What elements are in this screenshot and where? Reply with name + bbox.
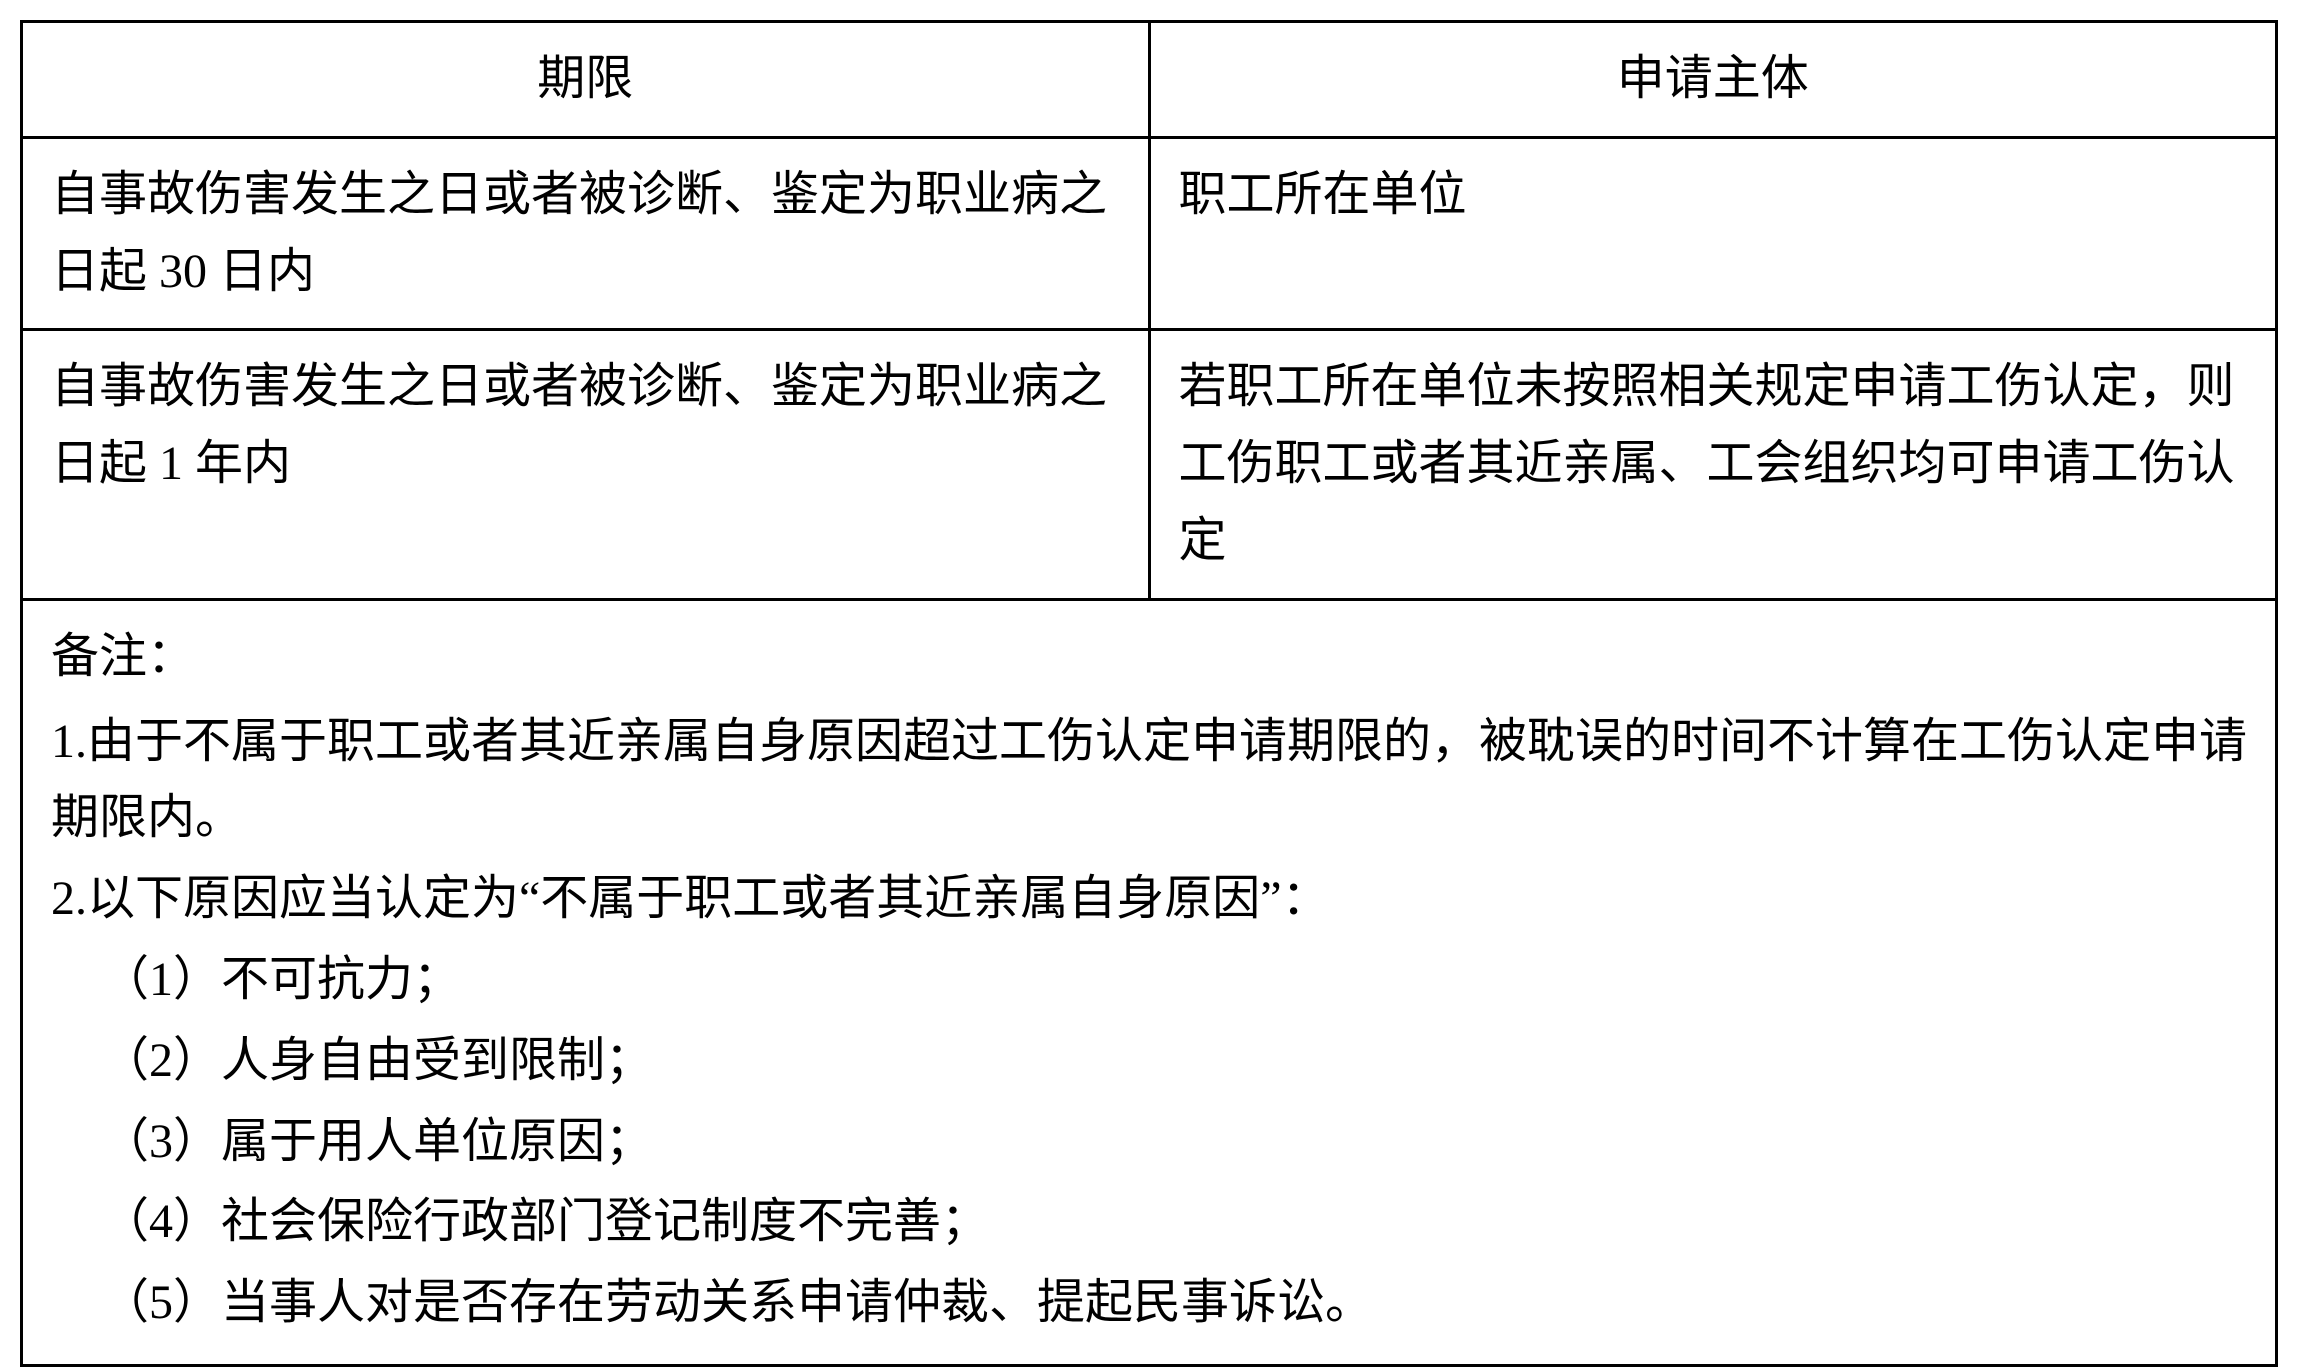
note-item-1: 1.由于不属于职工或者其近亲属自身原因超过工伤认定申请期限的，被耽误的时间不计算… — [51, 704, 2247, 858]
table-notes-row: 备注： 1.由于不属于职工或者其近亲属自身原因超过工伤认定申请期限的，被耽误的时… — [22, 599, 2277, 1365]
sub-item-5: （5）当事人对是否存在劳动关系申请仲裁、提起民事诉讼。 — [51, 1265, 2247, 1342]
sub-item-4: （4）社会保险行政部门登记制度不完善； — [51, 1184, 2247, 1261]
cell-deadline-1year: 自事故伤害发生之日或者被诊断、鉴定为职业病之日起 1 年内 — [22, 330, 1150, 599]
application-table: 期限 申请主体 自事故伤害发生之日或者被诊断、鉴定为职业病之日起 30 日内 职… — [20, 20, 2278, 1367]
header-applicant: 申请主体 — [1149, 22, 2277, 138]
notes-cell: 备注： 1.由于不属于职工或者其近亲属自身原因超过工伤认定申请期限的，被耽误的时… — [22, 599, 2277, 1365]
table-row: 自事故伤害发生之日或者被诊断、鉴定为职业病之日起 30 日内 职工所在单位 — [22, 137, 2277, 330]
notes-title: 备注： — [51, 619, 2247, 696]
note-item-2: 2.以下原因应当认定为“不属于职工或者其近亲属自身原因”： — [51, 861, 2247, 938]
cell-deadline-30days: 自事故伤害发生之日或者被诊断、鉴定为职业病之日起 30 日内 — [22, 137, 1150, 330]
header-deadline: 期限 — [22, 22, 1150, 138]
sub-item-3: （3）属于用人单位原因； — [51, 1104, 2247, 1181]
table-header-row: 期限 申请主体 — [22, 22, 2277, 138]
cell-applicant-others: 若职工所在单位未按照相关规定申请工伤认定，则工伤职工或者其近亲属、工会组织均可申… — [1149, 330, 2277, 599]
cell-applicant-employer: 职工所在单位 — [1149, 137, 2277, 330]
document-table-wrapper: 期限 申请主体 自事故伤害发生之日或者被诊断、鉴定为职业病之日起 30 日内 职… — [20, 20, 2278, 1367]
table-row: 自事故伤害发生之日或者被诊断、鉴定为职业病之日起 1 年内 若职工所在单位未按照… — [22, 330, 2277, 599]
sub-item-2: （2）人身自由受到限制； — [51, 1023, 2247, 1100]
sub-item-1: （1）不可抗力； — [51, 942, 2247, 1019]
